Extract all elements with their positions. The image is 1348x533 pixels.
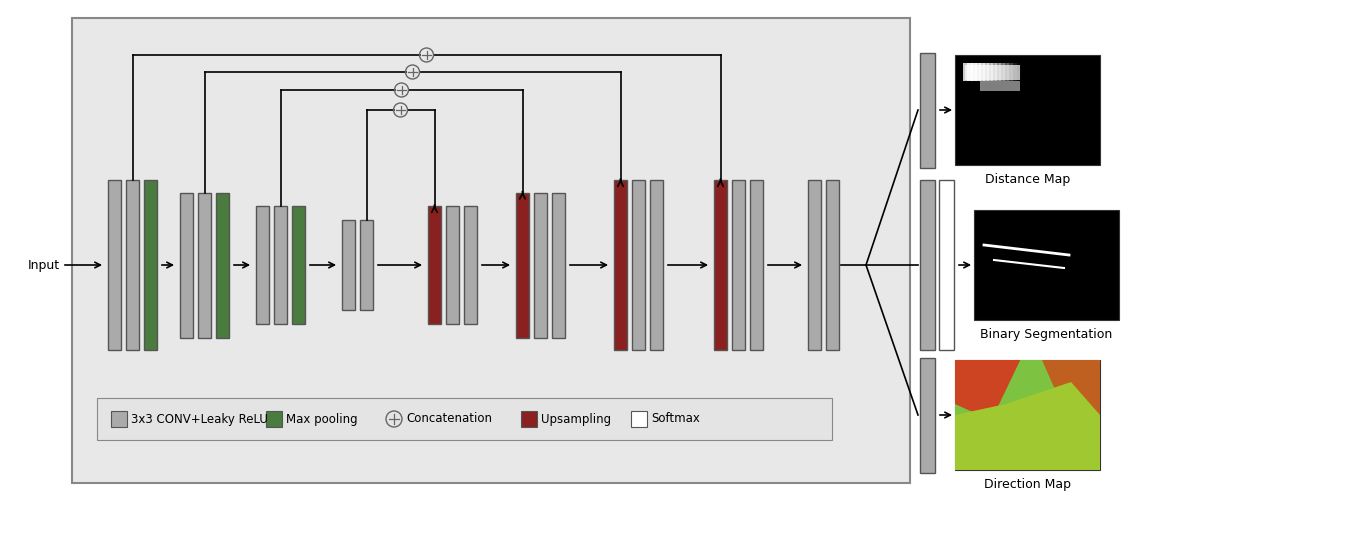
Bar	[954, 360, 1100, 470]
Bar	[975, 63, 985, 81]
Polygon shape	[954, 360, 1020, 421]
Text: Softmax: Softmax	[651, 413, 700, 425]
Bar	[429, 206, 441, 324]
Text: Direction Map: Direction Map	[984, 478, 1072, 491]
Bar	[293, 206, 305, 324]
Bar	[826, 180, 838, 350]
Bar	[987, 63, 998, 81]
Bar	[919, 52, 936, 167]
Polygon shape	[1042, 360, 1100, 415]
Bar	[342, 220, 355, 310]
Bar	[516, 192, 528, 337]
Bar	[995, 63, 1006, 81]
Bar	[940, 180, 954, 350]
Bar	[714, 180, 727, 350]
Bar	[613, 180, 627, 350]
Bar	[534, 192, 547, 337]
Bar	[965, 65, 1020, 80]
Bar	[520, 411, 537, 427]
Bar	[631, 411, 647, 427]
Bar	[971, 63, 981, 81]
Bar	[919, 180, 936, 350]
Bar	[1023, 63, 1033, 81]
Bar	[732, 180, 745, 350]
Bar	[360, 220, 373, 310]
Bar	[983, 63, 993, 81]
Polygon shape	[954, 382, 1100, 470]
Bar	[999, 63, 1010, 81]
Bar	[464, 206, 477, 324]
Text: Upsampling: Upsampling	[541, 413, 611, 425]
Bar	[1031, 63, 1041, 81]
Bar	[144, 180, 156, 350]
Bar	[975, 210, 1119, 320]
Bar	[111, 411, 127, 427]
Text: Distance Map: Distance Map	[985, 173, 1070, 186]
Bar	[1015, 63, 1024, 81]
Bar	[266, 411, 282, 427]
Bar	[97, 398, 832, 440]
Bar	[919, 358, 936, 472]
Text: 3x3 CONV+Leaky ReLU: 3x3 CONV+Leaky ReLU	[131, 413, 268, 425]
Bar	[551, 192, 565, 337]
Bar	[632, 180, 644, 350]
Bar	[962, 63, 973, 81]
Bar	[954, 55, 1100, 165]
Bar	[991, 63, 1002, 81]
Bar	[198, 192, 212, 337]
Bar	[1011, 63, 1020, 81]
Bar	[967, 63, 977, 81]
Bar	[446, 206, 460, 324]
Bar	[1003, 63, 1012, 81]
Text: Concatenation: Concatenation	[406, 413, 492, 425]
Bar	[216, 192, 229, 337]
Bar	[807, 180, 821, 350]
Bar	[274, 206, 287, 324]
Bar	[125, 180, 139, 350]
Bar	[256, 206, 270, 324]
Bar	[181, 192, 193, 337]
Text: Input: Input	[28, 259, 61, 271]
Bar	[749, 180, 763, 350]
Bar	[1027, 63, 1037, 81]
Bar	[979, 63, 989, 81]
Bar	[1019, 63, 1029, 81]
Bar	[1007, 63, 1016, 81]
Bar	[650, 180, 663, 350]
Bar	[71, 18, 910, 483]
Bar	[980, 81, 1020, 91]
Text: Max pooling: Max pooling	[286, 413, 357, 425]
Bar	[108, 180, 121, 350]
Bar	[954, 360, 1100, 470]
Text: Binary Segmentation: Binary Segmentation	[980, 328, 1112, 341]
